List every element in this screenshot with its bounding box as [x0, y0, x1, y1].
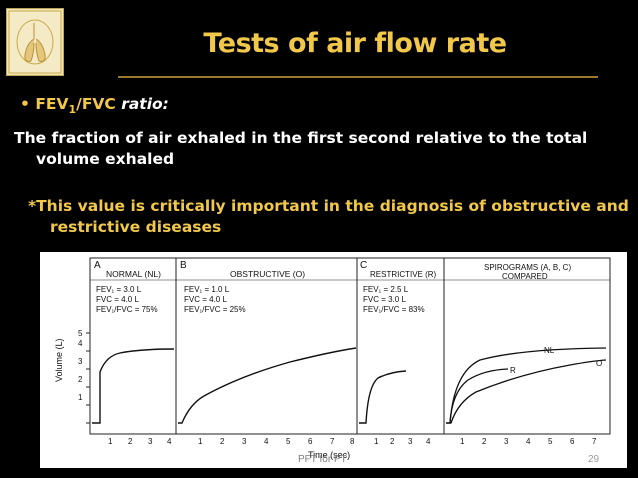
normal-curve — [92, 348, 175, 424]
lungs-logo-icon — [8, 10, 62, 74]
importance-note: *This value is critically important in t… — [28, 196, 634, 238]
y-tick-label: 3 — [78, 357, 83, 366]
y-tick-label: 4 — [78, 339, 83, 348]
panel-letter: A — [94, 260, 101, 271]
restrictive-curve — [359, 370, 407, 424]
fev-text: FEV — [35, 95, 69, 113]
panel-value-line: FEV₁/FVC = 75% — [96, 305, 158, 314]
logo — [6, 8, 64, 76]
x-tick-label: 3 — [504, 437, 509, 446]
compared-restrictive-curve — [446, 368, 509, 424]
panel-value-line: FVC = 3.0 L — [363, 295, 406, 304]
panel-value-line: FEV₁/FVC = 83% — [363, 305, 425, 314]
panel-obstructive: B OBSTRUCTIVE (O) FEV₁ = 1.0 L FVC = 4.0… — [178, 260, 357, 446]
panel-letter: B — [180, 260, 187, 271]
footer-text: PFT for PT — [298, 454, 347, 465]
x-tick-label: 2 — [128, 437, 133, 446]
compared-obstructive-curve — [446, 359, 607, 424]
x-tick-label: 1 — [198, 437, 203, 446]
definition-paragraph: The fraction of air exhaled in the first… — [14, 128, 624, 170]
page-number: 29 — [588, 454, 600, 465]
panel-value-line: FEV₁/FVC = 25% — [184, 305, 246, 314]
x-tick-label: 5 — [548, 437, 553, 446]
bullet-item: • FEV1/FVC ratio: — [20, 94, 169, 120]
note-line-1: *This value is critically important in t… — [28, 197, 629, 215]
x-tick-label: 1 — [460, 437, 465, 446]
fev-subscript: 1 — [68, 103, 77, 117]
x-tick-label: 4 — [264, 437, 269, 446]
bullet-marker: • — [20, 95, 30, 113]
y-tick-label: 1 — [78, 393, 83, 402]
panel-value-line: FVC = 4.0 L — [184, 295, 227, 304]
x-tick-label: 6 — [570, 437, 575, 446]
x-tick-label: 3 — [242, 437, 247, 446]
y-tick-label: 2 — [78, 375, 83, 384]
x-tick-label: 4 — [167, 437, 172, 446]
x-tick-label: 2 — [482, 437, 487, 446]
panel-value-line: FEV₁ = 1.0 L — [184, 285, 230, 294]
panel-normal: A NORMAL (NL) FEV₁ = 3.0 L FVC = 4.0 L F… — [92, 260, 175, 446]
spirogram-svg: Volume (L) 1 2 3 4 5 A NORMAL (NL) FEV₁ … — [54, 257, 611, 460]
title-underline — [118, 76, 598, 78]
panel-title: NORMAL (NL) — [106, 269, 161, 279]
ratio-text: ratio: — [121, 95, 169, 113]
panel-value-line: FEV₁ = 3.0 L — [96, 285, 142, 294]
panel-compared: SPIROGRAMS (A, B, C) COMPARED NL R O 1 2… — [446, 263, 607, 446]
panel-restrictive: C RESTRICTIVE (R) FEV₁ = 2.5 L FVC = 3.0… — [359, 260, 437, 446]
y-axis: 1 2 3 4 5 — [78, 329, 90, 424]
x-tick-label: 3 — [408, 437, 413, 446]
x-tick-label: 2 — [220, 437, 225, 446]
x-tick-label: 4 — [426, 437, 431, 446]
panel-letter: C — [360, 260, 367, 271]
obstructive-curve — [178, 347, 357, 424]
x-tick-label: 7 — [330, 437, 335, 446]
x-tick-label: 8 — [350, 437, 355, 446]
x-tick-label: 1 — [374, 437, 379, 446]
fev1-fvc-label: FEV1/FVC — [35, 95, 116, 117]
curve-label-o: O — [596, 359, 602, 368]
x-tick-label: 4 — [526, 437, 531, 446]
panel-title-line-2: COMPARED — [502, 272, 548, 281]
x-tick-label: 1 — [108, 437, 113, 446]
panel-value-line: FEV₁ = 2.5 L — [363, 285, 409, 294]
curve-label-r: R — [510, 366, 516, 375]
y-tick-label: 5 — [78, 329, 83, 338]
panel-title: SPIROGRAMS (A, B, C) — [484, 263, 571, 272]
panel-value-line: FVC = 4.0 L — [96, 295, 139, 304]
slide-title: Tests of air flow rate — [203, 28, 507, 59]
x-axis-label: Time (sec) — [308, 450, 350, 460]
panel-title: OBSTRUCTIVE (O) — [230, 269, 305, 279]
fvc-text: /FVC — [76, 95, 116, 113]
panel-title: RESTRICTIVE (R) — [370, 270, 437, 279]
note-line-2: restrictive diseases — [50, 218, 222, 236]
y-axis-label: Volume (L) — [54, 338, 64, 382]
definition-line-2: volume exhaled — [36, 150, 175, 168]
x-tick-label: 3 — [148, 437, 153, 446]
compared-normal-curve — [446, 347, 607, 424]
x-tick-label: 6 — [308, 437, 313, 446]
definition-line-1: The fraction of air exhaled in the first… — [14, 129, 588, 147]
x-tick-label: 7 — [592, 437, 597, 446]
spirogram-figure: Volume (L) 1 2 3 4 5 A NORMAL (NL) FEV₁ … — [40, 252, 627, 468]
x-tick-label: 2 — [390, 437, 395, 446]
figure-frame — [89, 257, 611, 435]
x-tick-label: 5 — [286, 437, 291, 446]
curve-label-nl: NL — [544, 346, 555, 355]
